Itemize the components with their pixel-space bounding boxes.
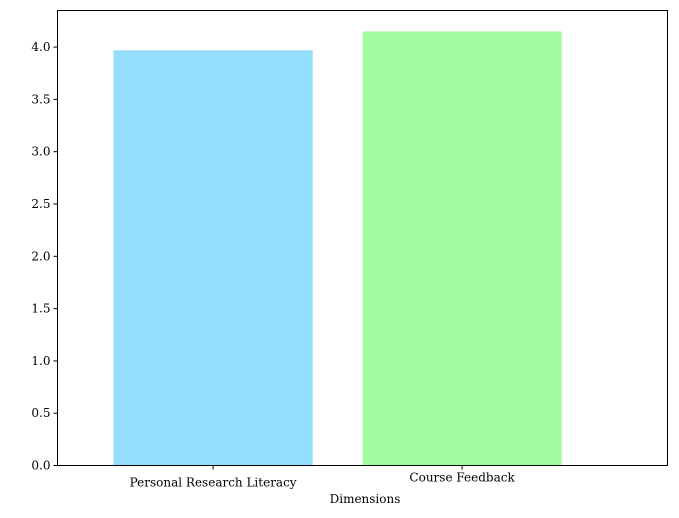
bar-course-feedback: [362, 31, 562, 466]
y-tick-label: 1.0: [31, 354, 50, 368]
y-tick-label: 2.5: [31, 197, 50, 211]
x-axis: Personal Research Literacy Course Feedbac…: [130, 465, 515, 490]
y-tick-label: 3.5: [31, 92, 50, 106]
y-tick-label: 1.5: [31, 302, 50, 316]
y-tick-label: 0.5: [31, 406, 50, 420]
x-tick-label: Personal Research Literacy: [130, 476, 297, 490]
y-tick-label: 4.0: [31, 40, 50, 54]
y-tick-label: 3.0: [31, 145, 50, 159]
bars-layer: [113, 31, 562, 466]
x-tick-label: Course Feedback: [409, 471, 515, 485]
x-axis-title: Dimensions: [330, 492, 401, 506]
y-tick-label: 0.0: [31, 459, 50, 473]
bar-personal-research-literacy: [113, 50, 313, 466]
y-tick-label: 2.0: [31, 249, 50, 263]
y-axis: 0.0 0.5 1.0 1.5 2.0 2.5 3.0 3.5 4.0: [31, 40, 58, 473]
plot-frame: [57, 10, 668, 466]
